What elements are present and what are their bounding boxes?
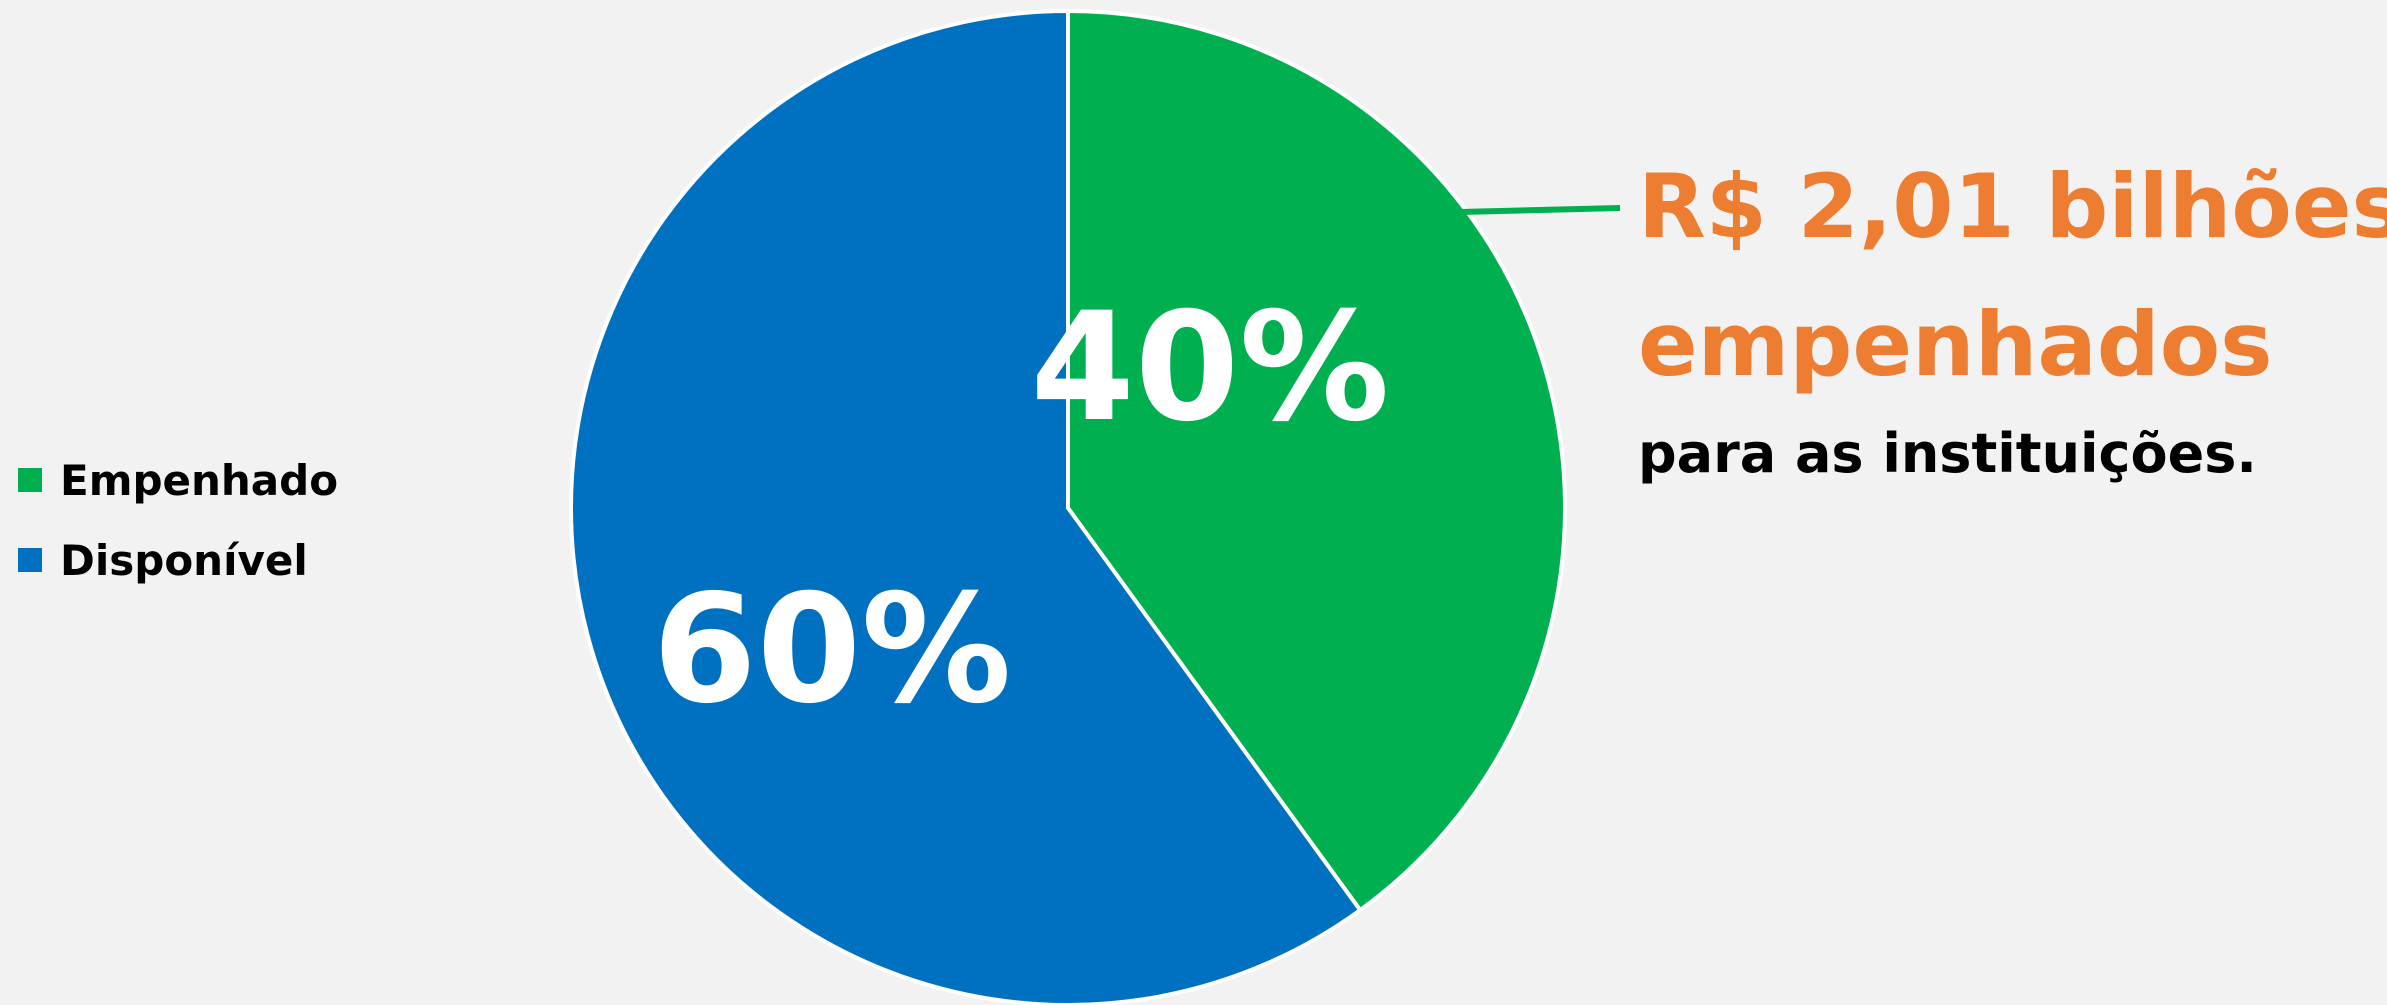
legend-label-empenhado: Empenhado — [60, 455, 339, 505]
callout-amount: R$ 2,01 bilhões — [1638, 155, 2387, 258]
pie-slice-labels: 40%60% — [652, 281, 1389, 737]
legend-swatch-disponivel — [18, 548, 42, 572]
pie-label-disponivel: 60% — [652, 563, 1011, 737]
legend-item-empenhado: Empenhado — [18, 440, 338, 520]
callout-description: para as instituições. — [1638, 422, 2257, 485]
legend-item-disponivel: Disponível — [18, 520, 338, 600]
pie-slices — [569, 8, 1567, 1005]
legend-swatch-empenhado — [18, 468, 42, 492]
callout-status: empenhados — [1638, 293, 2273, 396]
legend: Empenhado Disponível — [18, 440, 338, 600]
callout-leader-line — [1459, 205, 1621, 215]
pie-slice-disponivel — [569, 8, 1363, 1005]
pie-label-empenhado: 40% — [1030, 281, 1389, 455]
legend-label-disponivel: Disponível — [60, 535, 308, 585]
callout-annotation: R$ 2,01 bilhões empenhados para as insti… — [1638, 138, 2387, 494]
pie-slice-empenhado — [1066, 8, 1567, 913]
